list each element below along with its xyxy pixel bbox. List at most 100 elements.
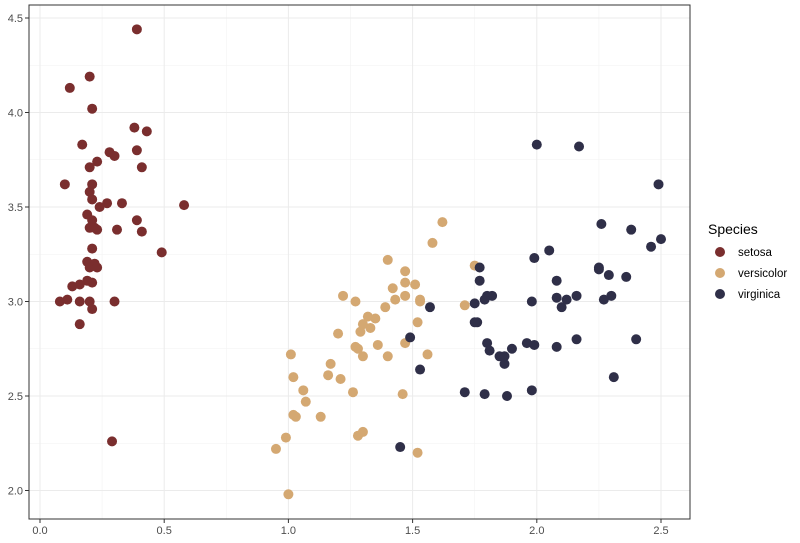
point-virginica [646,241,657,252]
point-setosa [179,200,190,211]
point-virginica [544,245,555,256]
point-versicolor [400,290,411,301]
point-versicolor [362,311,373,322]
point-setosa [87,277,98,288]
y-tick-label: 4.5 [8,13,23,25]
point-versicolor [338,290,349,301]
legend-label-virginica: virginica [738,289,781,301]
point-virginica [603,270,614,281]
point-versicolor [422,349,433,360]
point-setosa [109,296,120,307]
y-tick-label: 2.5 [8,391,23,403]
point-versicolor [390,294,401,305]
legend-key-versicolor [715,268,725,278]
point-versicolor [382,351,393,362]
point-versicolor [280,432,291,443]
legend: Species setosa versicolor virginica [708,221,787,301]
point-virginica [531,139,542,150]
points [54,24,666,500]
point-virginica [469,317,480,328]
point-virginica [526,385,537,396]
y-tick-label: 3.5 [8,202,23,214]
point-virginica [484,345,495,356]
point-versicolor [288,372,299,383]
point-virginica [526,296,537,307]
panel-border [28,4,691,520]
point-virginica [631,334,642,345]
y-tick-label: 3.0 [8,297,23,309]
legend-label-setosa: setosa [738,247,772,259]
point-setosa [84,296,95,307]
point-virginica [529,253,540,264]
point-versicolor [347,387,358,398]
point-setosa [62,294,73,305]
point-versicolor [400,277,411,288]
point-versicolor [415,296,426,307]
point-versicolor [335,373,346,384]
point-virginica [424,302,435,313]
point-versicolor [427,237,438,248]
point-versicolor [323,370,334,381]
point-virginica [593,264,604,275]
point-versicolor [300,396,311,407]
point-setosa [87,103,98,114]
point-setosa [84,162,95,173]
point-versicolor [387,283,398,294]
y-tick-label: 4.0 [8,108,23,120]
x-tick-label: 0.5 [157,525,172,537]
point-setosa [87,243,98,254]
point-virginica [469,298,480,309]
point-virginica [551,292,562,303]
point-setosa [109,150,120,161]
point-versicolor [355,326,366,337]
point-setosa [74,296,85,307]
point-virginica [653,179,664,190]
point-setosa [131,145,142,156]
legend-key-virginica [715,289,725,299]
point-virginica [621,271,632,282]
point-setosa [136,226,147,237]
point-versicolor [285,349,296,360]
point-setosa [87,194,98,205]
point-setosa [92,224,103,235]
point-versicolor [400,266,411,277]
point-versicolor [459,300,470,311]
point-versicolor [357,351,368,362]
point-setosa [156,247,167,258]
point-virginica [459,387,470,398]
point-setosa [116,198,127,209]
point-versicolor [380,302,391,313]
point-setosa [92,262,103,273]
point-setosa [87,304,98,315]
point-setosa [64,82,75,93]
point-virginica [626,224,637,235]
point-virginica [598,294,609,305]
point-versicolor [397,389,408,400]
point-virginica [571,290,582,301]
point-versicolor [412,447,423,458]
point-setosa [87,215,98,226]
point-versicolor [290,411,301,422]
point-virginica [415,364,426,375]
plot-panel [29,5,690,519]
point-virginica [596,219,607,230]
point-virginica [561,294,572,305]
point-virginica [395,442,406,453]
point-setosa [84,262,95,273]
point-virginica [556,302,567,313]
legend-key-setosa [715,247,725,257]
point-versicolor [283,489,294,500]
point-virginica [656,234,666,245]
x-tick-label: 2.5 [653,525,668,537]
point-versicolor [382,254,393,265]
point-versicolor [437,217,448,228]
point-setosa [77,139,88,150]
point-virginica [405,332,416,343]
x-tick-label: 1.5 [405,525,420,537]
point-setosa [84,186,95,197]
point-virginica [529,339,540,350]
point-setosa [94,202,105,212]
point-setosa [131,24,142,35]
y-tick-label: 2.0 [8,486,23,498]
